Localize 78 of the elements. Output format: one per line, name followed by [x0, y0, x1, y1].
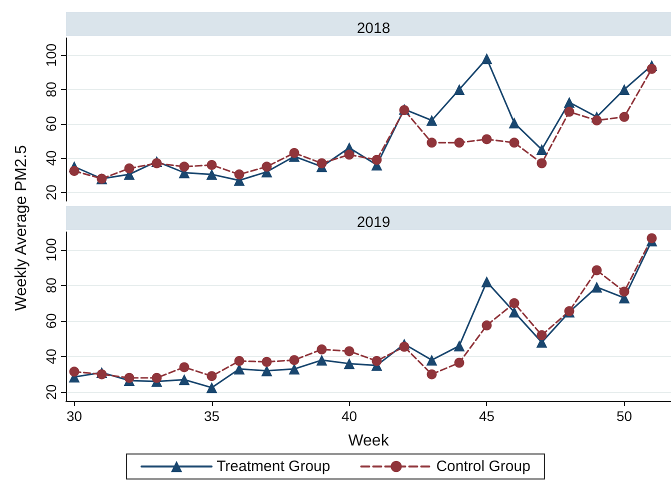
point: [481, 276, 492, 288]
point: [206, 382, 218, 394]
point: [316, 158, 327, 168]
y-tick-label: 40: [43, 348, 59, 364]
point: [454, 138, 464, 148]
point: [206, 160, 217, 170]
point: [69, 366, 80, 377]
y-tick-label: 60: [43, 116, 59, 132]
point: [152, 372, 162, 383]
x-tick-label: 50: [616, 408, 632, 424]
point: [481, 53, 492, 64]
point: [426, 138, 437, 148]
y-tick-label: 20: [43, 184, 59, 200]
point: [592, 115, 602, 126]
x-tick-label: 45: [478, 408, 495, 424]
y-tick-label: 80: [43, 277, 59, 294]
y-axis-title: Weekly Average PM2.5: [13, 145, 31, 311]
point: [344, 346, 354, 356]
point: [619, 286, 630, 297]
x-tick-label: 40: [341, 408, 358, 424]
point: [124, 163, 134, 174]
y-tick-label: 40: [43, 150, 59, 166]
point: [316, 344, 327, 354]
point: [564, 106, 574, 117]
point: [454, 84, 465, 95]
x-axis-title: Week: [348, 432, 390, 450]
point: [262, 162, 272, 172]
point: [206, 371, 217, 382]
point: [372, 154, 382, 165]
point: [234, 356, 244, 366]
x-tick-label: 35: [204, 408, 220, 424]
y-tick-label: 60: [43, 312, 59, 329]
point: [262, 356, 272, 367]
y-tick-label: 20: [43, 384, 59, 400]
point: [399, 342, 410, 352]
point: [178, 374, 190, 386]
chart-title: 2018: [356, 20, 390, 37]
y-tick-label: 80: [43, 81, 59, 98]
point: [564, 96, 575, 108]
point: [454, 340, 465, 352]
point: [69, 166, 80, 176]
point: [344, 358, 355, 370]
point: [344, 150, 354, 160]
point: [482, 320, 492, 330]
legend-label: Control Group: [436, 458, 530, 475]
y-tick-label: 100: [43, 238, 59, 262]
point: [289, 355, 300, 366]
point: [508, 306, 520, 318]
y-tick-label: 100: [43, 43, 59, 67]
point: [454, 358, 464, 368]
point: [646, 233, 657, 244]
point: [482, 134, 492, 144]
point: [206, 168, 218, 180]
point: [591, 282, 602, 293]
point: [372, 356, 382, 366]
point: [426, 354, 438, 366]
point: [592, 265, 602, 276]
point: [316, 354, 328, 366]
point: [536, 158, 547, 168]
legend-label: Treatment Group: [216, 458, 330, 475]
point: [234, 169, 244, 180]
point: [179, 362, 190, 372]
point: [261, 365, 272, 376]
point: [509, 138, 520, 148]
point: [509, 298, 520, 308]
point: [619, 112, 630, 122]
chart-title: 2019: [356, 214, 390, 231]
point: [618, 84, 630, 95]
x-tick-label: 30: [66, 408, 82, 424]
point: [179, 162, 190, 172]
point: [536, 330, 547, 340]
point: [536, 144, 548, 156]
point: [289, 148, 300, 158]
point: [646, 64, 657, 74]
point: [426, 114, 438, 126]
point: [124, 372, 134, 383]
point: [508, 117, 520, 128]
point: [426, 369, 437, 380]
